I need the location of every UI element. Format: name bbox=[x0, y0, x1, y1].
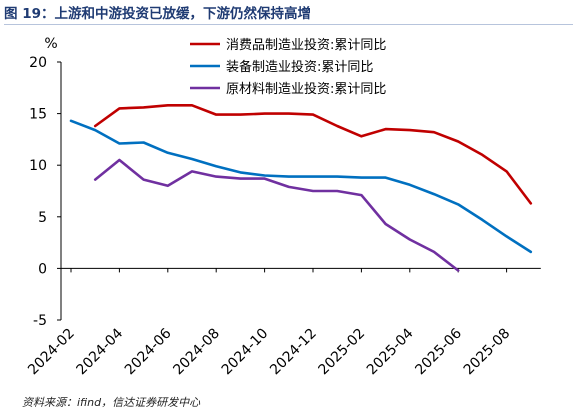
x-tick-label: 2024-12 bbox=[267, 326, 320, 379]
legend-label-2: 装备制造业投资:累计同比 bbox=[226, 59, 373, 75]
source-note: 资料来源：ifind，信达证券研发中心 bbox=[22, 396, 201, 409]
y-tick-label: 5 bbox=[38, 210, 47, 226]
x-tick-label: 2025-06 bbox=[412, 325, 465, 378]
x-tick-label: 2024-04 bbox=[74, 325, 127, 378]
legend-label-1: 消费品制造业投资:累计同比 bbox=[226, 37, 386, 53]
x-tick-label: 2025-04 bbox=[364, 325, 417, 378]
series-line-2 bbox=[69, 119, 533, 254]
series-line-1 bbox=[93, 104, 533, 205]
y-tick-label: 15 bbox=[29, 107, 47, 123]
x-tick-label: 2025-02 bbox=[316, 326, 369, 379]
x-tick-label: 2024-06 bbox=[122, 325, 175, 378]
x-tick-label: 2025-08 bbox=[461, 326, 514, 379]
y-tick-label: 0 bbox=[38, 261, 47, 277]
title-divider bbox=[4, 24, 573, 25]
y-unit-label: % bbox=[44, 36, 57, 52]
legend-label-3: 原材料制造业投资:累计同比 bbox=[226, 81, 386, 97]
x-tick-label: 2024-08 bbox=[170, 326, 223, 379]
series-line-3 bbox=[93, 158, 460, 272]
y-tick-label: -5 bbox=[33, 313, 47, 329]
x-tick-label: 2024-02 bbox=[25, 326, 78, 379]
figure-title: 图 19：上游和中游投资已放缓，下游仍然保持高增 bbox=[4, 6, 311, 22]
y-tick-label: 20 bbox=[29, 55, 47, 71]
y-tick-label: 10 bbox=[29, 158, 47, 174]
x-tick-label: 2024-10 bbox=[219, 326, 272, 379]
chart-series bbox=[69, 104, 533, 272]
